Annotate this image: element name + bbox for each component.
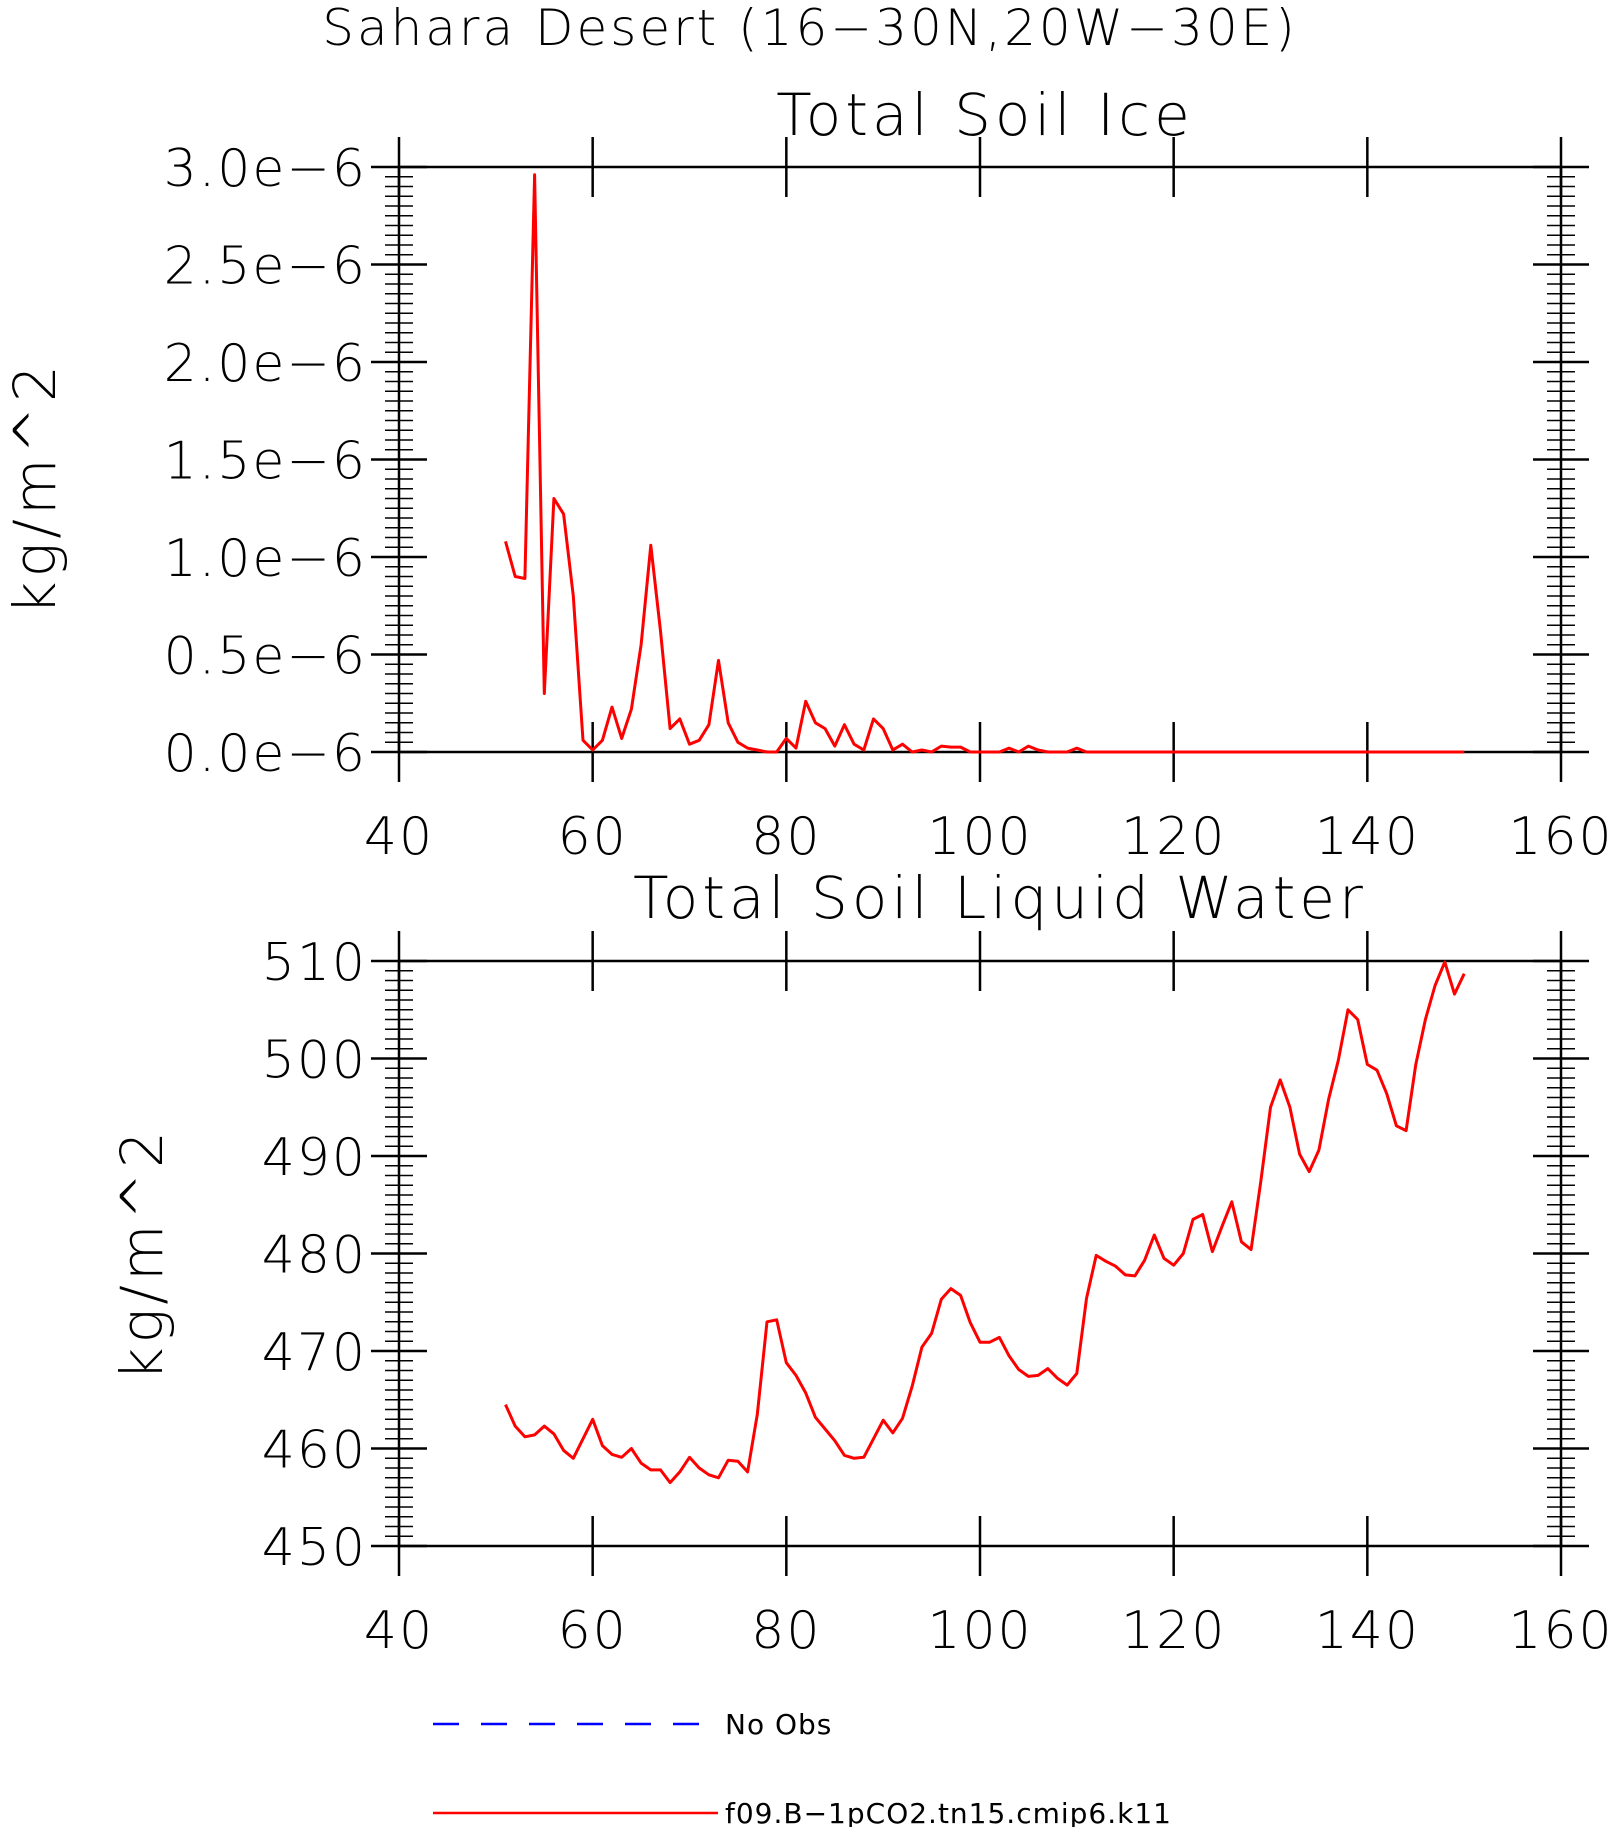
- soil-liquid-water-x-tick-label: 140: [1315, 1601, 1420, 1661]
- soil-liquid-water-x-tick-label: 80: [751, 1601, 821, 1661]
- soil-liquid-water-y-tick-label: 500: [262, 1031, 367, 1091]
- figure-title: Sahara Desert (16−30N,20W−30E): [322, 0, 1298, 57]
- legend: No Obs f09.B−1pCO2.tn15.cmip6.k11: [433, 1708, 1172, 1827]
- soil-ice-ylabel: kg/m^2: [1, 361, 69, 615]
- soil-liquid-water-x-tick-label: 40: [364, 1601, 434, 1661]
- soil-ice-y-tick-label: 1.5e−6: [164, 432, 367, 492]
- soil-liquid-water-minor-ticks: [385, 960, 1575, 1547]
- soil-liquid-water-major-ticks: [371, 931, 1589, 1576]
- soil-liquid-water-series: [504, 960, 1466, 1485]
- soil-ice-y-tick-label: 2.0e−6: [164, 334, 367, 394]
- soil-ice-series: [504, 173, 1465, 754]
- soil-ice-x-tick-label: 100: [927, 807, 1032, 867]
- soil-ice-panel: Total Soil Ice kg/m^2 0.0e−6 0.5e−6 1.0e−6…: [1, 81, 1613, 867]
- soil-liquid-water-x-tick-label: 120: [1121, 1601, 1226, 1661]
- soil-liquid-water-series-line: [504, 960, 1466, 1485]
- soil-ice-y-tick-label: 0.5e−6: [164, 627, 367, 687]
- soil-ice-x-tick-label: 40: [364, 807, 434, 867]
- soil-liquid-water-tick-labels: 450 460 470 480 490 500 510 40 60 80 100 120 140 160: [262, 933, 1613, 1661]
- soil-liquid-water-ylabel: kg/m^2: [108, 1127, 176, 1381]
- soil-liquid-water-plot-frame: [397, 959, 1563, 1548]
- soil-liquid-water-x-tick-label: 100: [927, 1601, 1032, 1661]
- soil-ice-plot-frame: [397, 165, 1563, 754]
- soil-ice-x-tick-label: 140: [1315, 807, 1420, 867]
- soil-ice-major-ticks: [371, 137, 1589, 782]
- soil-liquid-water-x-tick-label: 60: [558, 1601, 628, 1661]
- soil-ice-x-tick-label: 160: [1508, 807, 1613, 867]
- soil-liquid-water-y-tick-label: 460: [262, 1421, 367, 1481]
- soil-ice-y-tick-label: 1.0e−6: [164, 529, 367, 589]
- soil-liquid-water-title: Total Soil Liquid Water: [633, 864, 1367, 932]
- soil-ice-x-tick-label: 80: [751, 807, 821, 867]
- soil-ice-x-tick-label: 60: [558, 807, 628, 867]
- legend-label-model-run: f09.B−1pCO2.tn15.cmip6.k11: [725, 1797, 1172, 1827]
- soil-liquid-water-y-tick-label: 470: [262, 1323, 367, 1383]
- soil-liquid-water-x-tick-label: 160: [1508, 1601, 1613, 1661]
- soil-liquid-water-y-tick-label: 490: [262, 1128, 367, 1188]
- soil-liquid-water-y-tick-label: 450: [262, 1518, 367, 1578]
- soil-ice-title: Total Soil Ice: [776, 81, 1194, 149]
- soil-ice-y-tick-label: 3.0e−6: [164, 139, 367, 199]
- soil-liquid-water-y-tick-label: 510: [262, 933, 367, 993]
- soil-ice-x-tick-label: 120: [1121, 807, 1226, 867]
- legend-label-no-obs: No Obs: [725, 1708, 832, 1741]
- soil-liquid-water-panel: Total Soil Liquid Water kg/m^2 450 460 470…: [108, 864, 1613, 1661]
- soil-ice-y-tick-label: 0.0e−6: [164, 724, 367, 784]
- soil-ice-tick-labels: 0.0e−6 0.5e−6 1.0e−6 1.5e−6 2.0e−6 2.5e−6 3.0e…: [164, 139, 1613, 867]
- soil-ice-series-line: [504, 173, 1465, 754]
- soil-ice-minor-ticks: [385, 166, 1575, 753]
- soil-liquid-water-y-tick-label: 480: [262, 1226, 367, 1286]
- soil-ice-y-tick-label: 2.5e−6: [164, 237, 367, 297]
